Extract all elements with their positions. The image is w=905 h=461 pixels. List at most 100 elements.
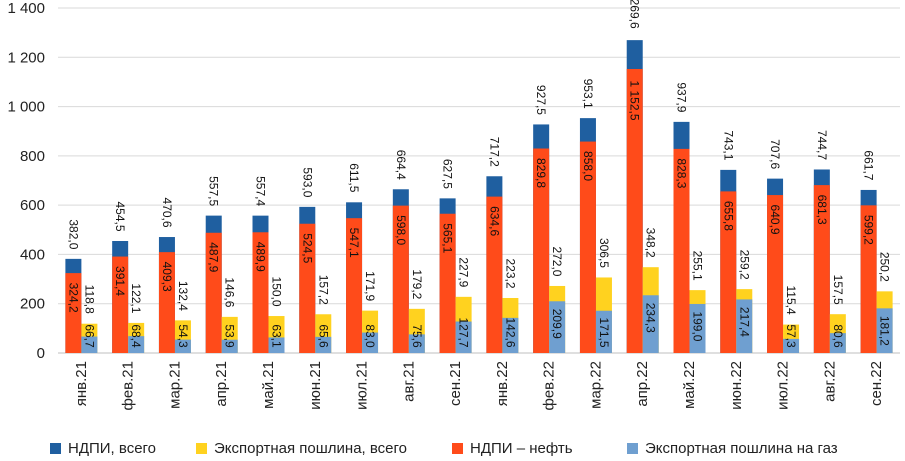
label-ndpi-total-16: 744,7: [815, 130, 829, 160]
bar-ndpi-oil-6: [346, 218, 363, 353]
bar-ndpi-oil-16: [813, 185, 830, 353]
bar-export-gas-7: [408, 334, 425, 353]
x-tick-label-5: июн.21: [307, 361, 324, 410]
gridlines: [58, 7, 900, 354]
x-tick-label-9: янв.22: [494, 361, 511, 406]
label-export-total-5: 157,2: [316, 275, 330, 305]
label-export-gas-0: 66,7: [82, 324, 96, 348]
label-export-total-7: 179,2: [410, 269, 424, 299]
bar-export-gas-5: [315, 336, 332, 353]
label-ndpi-oil-10: 829,8: [534, 158, 548, 188]
label-ndpi-oil-17: 599,2: [862, 215, 876, 245]
legend-item-export-duty-gas: Экспортная пошлина на газ: [627, 440, 838, 457]
bar-export-gas-14: [736, 299, 753, 353]
bar-export-gas-2: [174, 339, 191, 353]
bar-ndpi-oil-10: [533, 148, 550, 353]
bar-ndpi-oil-3: [205, 232, 222, 353]
y-tick-label-200: 200: [20, 296, 45, 313]
label-export-total-6: 171,9: [363, 271, 377, 301]
label-ndpi-total-4: 557,4: [254, 176, 268, 206]
label-export-total-0: 118,8: [82, 285, 96, 314]
bar-export-gas-4: [268, 337, 285, 353]
label-ndpi-oil-6: 547,1: [347, 228, 361, 258]
x-tick-label-17: сен.22: [868, 361, 885, 406]
label-ndpi-oil-4: 489,9: [254, 242, 268, 272]
label-export-total-13: 255,1: [691, 251, 705, 281]
legend-label-export-duty-gas: Экспортная пошлина на газ: [645, 440, 838, 457]
label-export-gas-15: 57,3: [784, 324, 798, 348]
label-ndpi-oil-3: 487,9: [207, 242, 221, 272]
label-export-gas-7: 75,6: [410, 324, 424, 348]
label-export-total-8: 227,9: [457, 257, 471, 287]
label-ndpi-total-2: 470,6: [160, 198, 174, 228]
bar-export-gas-17: [876, 308, 893, 353]
y-tick-label-1000: 1 000: [7, 99, 45, 116]
legend: НДПИ, всего Экспортная пошлина, всего НД…: [0, 436, 905, 460]
legend-swatch-ndpi-total: [50, 443, 61, 454]
bar-export-gas-16: [829, 333, 846, 353]
legend-swatch-export-duty-gas: [627, 443, 638, 454]
legend-swatch-ndpi-oil: [452, 443, 463, 454]
x-tick-label-0: янв.21: [73, 361, 90, 406]
y-axis: 0 200 400 600 800 1 000 1 200 1 400: [7, 0, 45, 362]
label-ndpi-total-8: 627,5: [441, 159, 455, 189]
label-export-total-15: 115,4: [784, 285, 798, 314]
label-ndpi-oil-13: 828,3: [675, 158, 689, 188]
label-ndpi-total-15: 707,6: [768, 139, 782, 169]
label-export-gas-11: 171,5: [597, 317, 611, 347]
label-export-total-2: 132,4: [176, 281, 190, 311]
label-ndpi-oil-7: 598,0: [394, 215, 408, 245]
label-export-gas-8: 127,7: [457, 317, 471, 347]
label-export-gas-5: 65,6: [316, 324, 330, 348]
legend-label-export-duty-total: Экспортная пошлина, всего: [214, 440, 407, 457]
legend-label-ndpi-total: НДПИ, всего: [68, 440, 157, 457]
label-export-gas-2: 54,3: [176, 324, 190, 348]
label-export-total-3: 146,6: [223, 277, 237, 307]
bar-ndpi-oil-11: [579, 141, 596, 353]
label-ndpi-oil-8: 565,1: [441, 223, 455, 253]
bar-ndpi-oil-0: [65, 273, 82, 353]
bar-ndpi-oil-12: [626, 68, 643, 353]
label-export-total-4: 150,0: [270, 277, 284, 307]
bar-export-gas-0: [81, 336, 98, 353]
label-export-gas-9: 142,6: [503, 317, 517, 347]
y-tick-label-800: 800: [20, 148, 45, 165]
label-ndpi-oil-15: 640,9: [768, 205, 782, 235]
legend-label-ndpi-oil: НДПИ – нефть: [470, 440, 573, 457]
x-tick-label-8: сен.21: [447, 361, 464, 406]
label-ndpi-oil-11: 858,0: [581, 151, 595, 181]
bar-export-gas-9: [502, 317, 519, 353]
label-export-total-17: 250,2: [878, 252, 892, 282]
bar-ndpi-oil-17: [860, 205, 877, 353]
label-ndpi-total-9: 717,2: [487, 137, 501, 167]
label-ndpi-total-5: 593,0: [300, 167, 314, 197]
label-export-total-14: 259,2: [737, 250, 751, 280]
label-export-gas-4: 63,1: [270, 324, 284, 348]
label-export-gas-17: 181,2: [878, 316, 892, 346]
y-tick-label-600: 600: [20, 197, 45, 214]
x-tick-label-2: мар.21: [166, 361, 183, 409]
label-export-gas-1: 68,4: [129, 324, 143, 348]
bar-ndpi-oil-7: [392, 205, 409, 353]
label-ndpi-total-11: 953,1: [581, 79, 595, 109]
bar-ndpi-oil-4: [252, 232, 269, 353]
bar-ndpi-oil-14: [720, 191, 737, 353]
bar-export-gas-1: [128, 336, 145, 353]
label-ndpi-oil-9: 634,6: [487, 206, 501, 236]
legend-item-ndpi-oil: НДПИ – нефть: [452, 440, 573, 457]
x-axis: янв.21 фев.21 мар.21 апр.21 май.21 июн.21 июл.…: [73, 361, 885, 411]
bar-export-gas-8: [455, 321, 472, 353]
x-tick-label-15: июл.22: [775, 361, 792, 410]
label-export-gas-6: 83,0: [363, 324, 377, 348]
label-export-total-9: 223,2: [503, 258, 517, 288]
label-export-total-12: 348,2: [644, 228, 658, 258]
x-tick-label-3: апр.21: [213, 361, 230, 407]
y-tick-label-0: 0: [37, 345, 45, 362]
y-tick-label-1400: 1 400: [7, 0, 45, 17]
label-export-gas-12: 234,3: [644, 303, 658, 333]
label-ndpi-total-0: 382,0: [66, 219, 80, 249]
legend-item-ndpi-total: НДПИ, всего: [50, 440, 156, 457]
label-export-total-1: 122,1: [129, 283, 143, 313]
label-ndpi-oil-0: 324,2: [66, 283, 80, 313]
